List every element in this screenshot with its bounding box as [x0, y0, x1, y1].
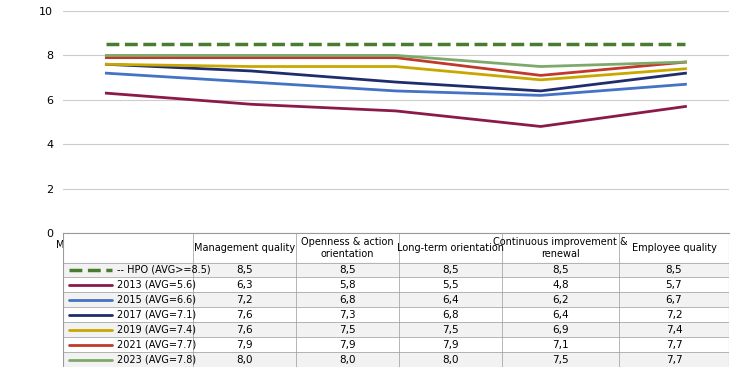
- Text: 7,4: 7,4: [666, 325, 682, 335]
- Text: 7,2: 7,2: [236, 295, 252, 305]
- Text: 7,9: 7,9: [443, 339, 459, 350]
- Text: 6,8: 6,8: [443, 310, 459, 320]
- Text: 7,9: 7,9: [236, 339, 252, 350]
- Text: Openness & action
orientation: Openness & action orientation: [301, 237, 394, 259]
- Text: 7,7: 7,7: [666, 355, 682, 364]
- Text: 6,3: 6,3: [236, 280, 252, 290]
- Text: 6,7: 6,7: [666, 295, 682, 305]
- Text: 7,6: 7,6: [236, 325, 252, 335]
- Text: 7,6: 7,6: [236, 310, 252, 320]
- Text: 2019 (AVG=7.4): 2019 (AVG=7.4): [118, 325, 196, 335]
- Text: 5,8: 5,8: [340, 280, 356, 290]
- Text: 6,4: 6,4: [443, 295, 459, 305]
- Text: 8,0: 8,0: [340, 355, 356, 364]
- Text: 7,2: 7,2: [666, 310, 682, 320]
- Text: 2023 (AVG=7.8): 2023 (AVG=7.8): [118, 355, 197, 364]
- Text: 7,9: 7,9: [340, 339, 356, 350]
- Text: 8,5: 8,5: [236, 265, 252, 275]
- Text: 7,7: 7,7: [666, 339, 682, 350]
- Text: 7,5: 7,5: [553, 355, 569, 364]
- Text: Employee quality: Employee quality: [631, 243, 716, 253]
- Text: 6,8: 6,8: [340, 295, 356, 305]
- Text: 7,1: 7,1: [553, 339, 569, 350]
- Text: -- HPO (AVG>=8.5): -- HPO (AVG>=8.5): [118, 265, 211, 275]
- Text: 2017 (AVG=7.1): 2017 (AVG=7.1): [118, 310, 197, 320]
- Text: Management quality: Management quality: [194, 243, 295, 253]
- Text: 5,7: 5,7: [666, 280, 682, 290]
- Text: 8,0: 8,0: [236, 355, 252, 364]
- Text: 6,9: 6,9: [553, 325, 569, 335]
- Text: 8,5: 8,5: [553, 265, 569, 275]
- Text: 7,5: 7,5: [340, 325, 356, 335]
- Text: 6,4: 6,4: [553, 310, 569, 320]
- Text: 6,2: 6,2: [553, 295, 569, 305]
- Text: 8,5: 8,5: [666, 265, 682, 275]
- Text: 8,5: 8,5: [443, 265, 459, 275]
- Text: 4,8: 4,8: [553, 280, 569, 290]
- Text: 2021 (AVG=7.7): 2021 (AVG=7.7): [118, 339, 197, 350]
- Text: 2015 (AVG=6.6): 2015 (AVG=6.6): [118, 295, 196, 305]
- Text: Continuous improvement &
renewal: Continuous improvement & renewal: [494, 237, 628, 259]
- Text: 7,3: 7,3: [340, 310, 356, 320]
- Text: Long-term orientation: Long-term orientation: [397, 243, 505, 253]
- Text: 8,5: 8,5: [340, 265, 356, 275]
- Text: 7,5: 7,5: [443, 325, 459, 335]
- Text: 2013 (AVG=5.6): 2013 (AVG=5.6): [118, 280, 196, 290]
- Text: 8,0: 8,0: [443, 355, 459, 364]
- Text: 5,5: 5,5: [443, 280, 459, 290]
